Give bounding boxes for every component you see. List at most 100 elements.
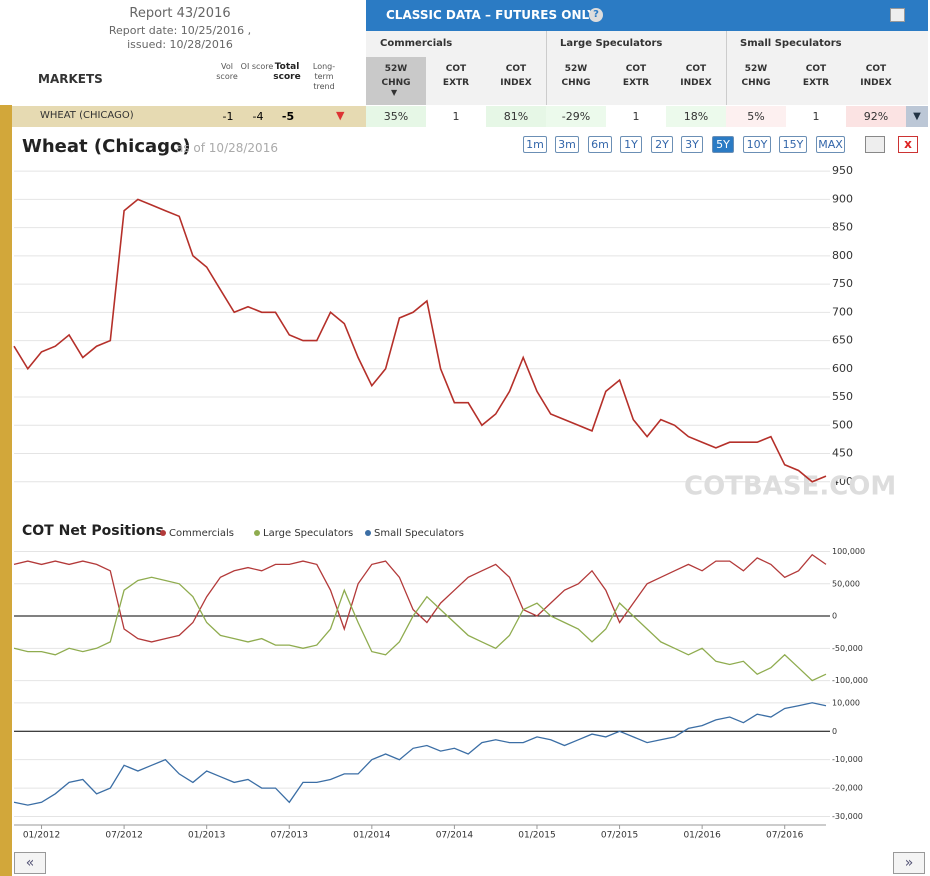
y-tick-label: -30,000 xyxy=(832,812,863,821)
y-tick-label: 500 xyxy=(832,418,853,431)
market-row xyxy=(12,106,366,127)
sorted-column[interactable] xyxy=(366,57,426,105)
range-button[interactable]: MAX xyxy=(816,136,845,153)
cot-title: COT Net Positions xyxy=(22,523,164,539)
range-button[interactable]: 3m xyxy=(555,136,579,153)
column-header[interactable]: 52W CHNG xyxy=(741,64,771,88)
y-tick-label: 950 xyxy=(832,164,853,177)
group-header: Large Speculators xyxy=(560,38,663,49)
x-tick-label: 07/2012 xyxy=(105,831,142,841)
score-header: Vol score xyxy=(216,62,238,81)
column-header[interactable]: COT INDEX xyxy=(860,64,892,88)
column-header[interactable]: COT INDEX xyxy=(680,64,712,88)
group-header: Commercials xyxy=(380,38,453,49)
score-header: Total score xyxy=(273,62,301,82)
y-tick-label: 700 xyxy=(832,305,853,318)
y-tick-label: 900 xyxy=(832,192,853,205)
cell: 1 xyxy=(426,106,486,127)
cell: 18% xyxy=(666,106,726,127)
y-tick-label: -100,000 xyxy=(832,676,868,685)
column-header[interactable]: 52W CHNG xyxy=(561,64,591,88)
cell: 81% xyxy=(486,106,546,127)
score-header: OI score xyxy=(240,62,274,71)
market-name[interactable]: WHEAT (CHICAGO) xyxy=(40,110,134,121)
x-tick-label: 01/2013 xyxy=(188,831,225,841)
y-tick-label: 850 xyxy=(832,221,853,234)
report: Report 43/2016 xyxy=(129,6,231,21)
help-icon[interactable]: ? xyxy=(589,8,603,22)
banner-title: CLASSIC DATA – FUTURES ONLY xyxy=(386,8,596,22)
score: -5 xyxy=(281,110,295,123)
range-button[interactable]: 1m xyxy=(523,136,547,153)
prev[interactable]: « xyxy=(14,852,46,874)
range-button[interactable]: 2Y xyxy=(651,136,673,153)
y-tick-label: 550 xyxy=(832,390,853,403)
issued: issued: 10/28/2016 xyxy=(127,38,233,51)
column-header[interactable]: COT EXTR xyxy=(622,64,650,88)
y-tick-label: 100,000 xyxy=(832,547,865,556)
range-button[interactable]: 15Y xyxy=(779,136,807,153)
y-tick-label: 600 xyxy=(832,362,853,375)
column-header[interactable]: COT INDEX xyxy=(500,64,532,88)
x-tick-label: 01/2015 xyxy=(518,831,555,841)
close[interactable]: x xyxy=(898,136,918,153)
legend-marker xyxy=(254,530,260,536)
sort-arrow: ▼ xyxy=(391,88,398,97)
legend-label: Large Speculators xyxy=(263,528,353,539)
next[interactable]: » xyxy=(893,852,925,874)
x-tick-label: 01/2016 xyxy=(683,831,721,841)
range-button[interactable]: 5Y xyxy=(712,136,734,153)
range-button[interactable]: 10Y xyxy=(743,136,771,153)
group-header: Small Speculators xyxy=(740,38,842,49)
watermark: COTBASE.COM xyxy=(684,472,896,502)
range-button[interactable]: 6m xyxy=(588,136,612,153)
cell: -29% xyxy=(546,106,606,127)
legend-label: Small Speculators xyxy=(374,528,464,539)
series-line xyxy=(13,702,827,806)
column-header[interactable]: COT EXTR xyxy=(802,64,830,88)
group-sep xyxy=(726,31,727,105)
y-tick-label: 10,000 xyxy=(832,698,860,707)
legend-marker xyxy=(365,530,371,536)
print-icon[interactable] xyxy=(890,8,905,22)
markets: MARKETS xyxy=(38,72,103,86)
side-bar xyxy=(0,105,12,876)
column-header[interactable]: COT EXTR xyxy=(442,64,470,88)
x-tick-label: 07/2015 xyxy=(601,831,638,841)
as-of: as of 10/28/2016 xyxy=(176,141,278,155)
score-header: Long-term trend xyxy=(312,62,336,91)
legend-label: Commercials xyxy=(169,528,234,539)
banner: CLASSIC DATA – FUTURES ONLY ? xyxy=(366,0,928,31)
score: -1 xyxy=(222,110,234,123)
expand[interactable]: ▼ xyxy=(906,106,928,127)
y-tick-label: 800 xyxy=(832,249,853,262)
print-chart[interactable] xyxy=(865,136,885,153)
x-tick-label: 01/2014 xyxy=(353,831,391,841)
cell: 35% xyxy=(366,106,426,127)
series-line xyxy=(13,576,827,682)
legend-marker xyxy=(160,530,166,536)
y-tick-label: 750 xyxy=(832,277,853,290)
y-tick-label: -50,000 xyxy=(832,644,863,653)
x-tick-label: 07/2016 xyxy=(766,831,804,841)
cell: 1 xyxy=(606,106,666,127)
report-date: Report date: 10/25/2016 , xyxy=(108,24,252,37)
y-tick-label: 450 xyxy=(832,447,853,460)
range-button[interactable]: 1Y xyxy=(620,136,642,153)
y-tick-label: -20,000 xyxy=(832,784,863,793)
cell: 1 xyxy=(786,106,846,127)
series-line xyxy=(13,553,827,643)
y-tick-label: 0 xyxy=(832,612,837,621)
score: -4 xyxy=(252,110,264,123)
x-tick-label: 07/2014 xyxy=(436,831,474,841)
group-sep xyxy=(546,31,547,105)
column-header-bg xyxy=(366,31,928,105)
range-button[interactable]: 3Y xyxy=(681,136,703,153)
column-header[interactable]: 52W CHNG xyxy=(381,64,411,88)
x-tick-label: 07/2013 xyxy=(271,831,308,841)
series-line xyxy=(13,198,827,483)
cell: 5% xyxy=(726,106,786,127)
x-tick-label: 01/2012 xyxy=(23,831,60,841)
